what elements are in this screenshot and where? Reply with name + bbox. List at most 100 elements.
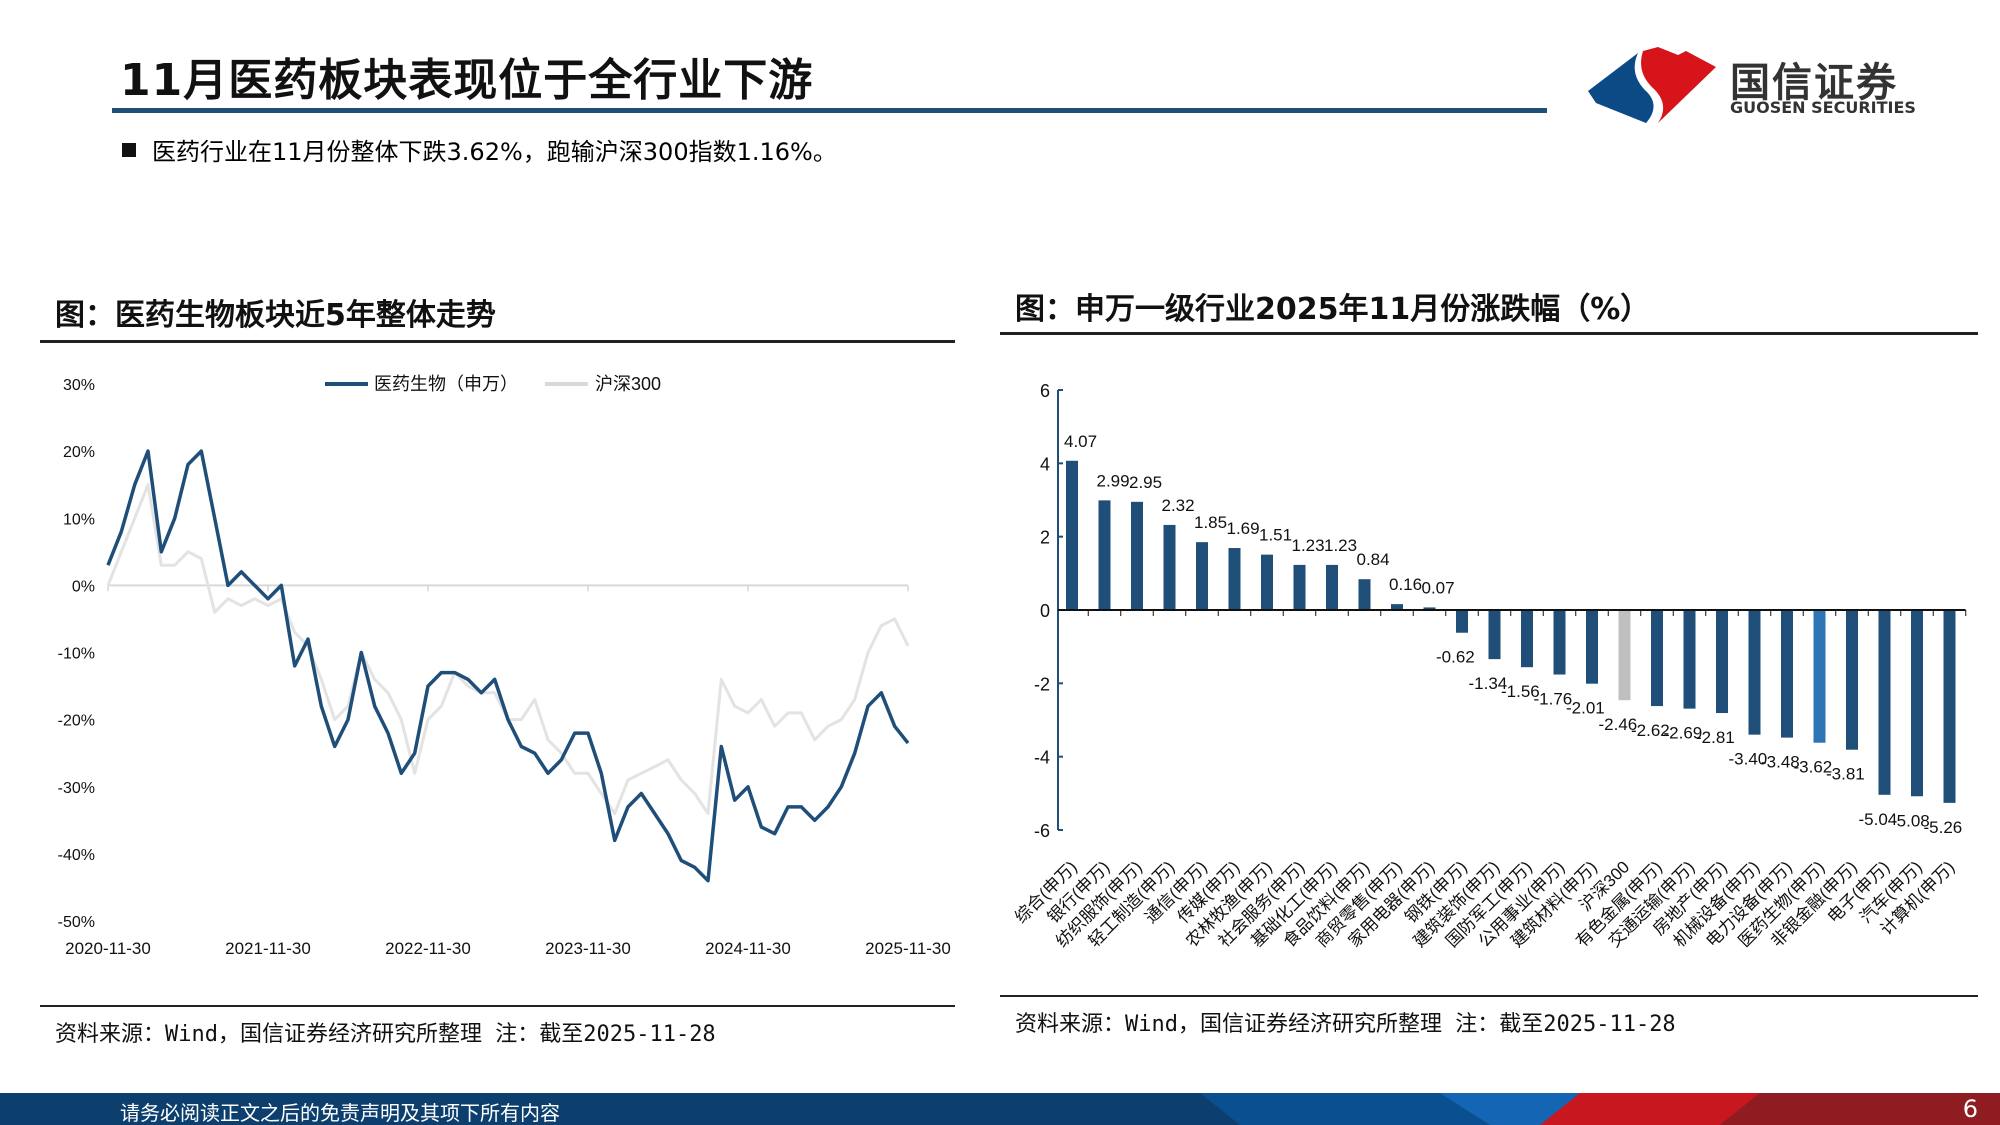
- bar: [1521, 610, 1533, 668]
- bar: [1748, 610, 1761, 735]
- bullet-square-icon: [122, 142, 136, 157]
- bar-value-label: -1.34: [1469, 674, 1508, 693]
- bar: [1943, 610, 1956, 803]
- bar: [1586, 610, 1598, 684]
- y-tick-label: -20%: [58, 713, 95, 730]
- bar: [1651, 610, 1663, 707]
- series-line-hs300: [106, 483, 910, 816]
- bar: [1683, 610, 1696, 709]
- y-tick-label: 4: [1040, 454, 1050, 474]
- slide-title: 11月医药板块表现位于全行业下游: [120, 55, 814, 106]
- bar-value-label: 1.23: [1292, 536, 1325, 555]
- bar-value-label: -3.40: [1729, 750, 1768, 769]
- x-tick-label: 2022-11-30: [385, 939, 471, 958]
- footer-decoration: [1200, 1093, 2000, 1125]
- bar: [1813, 610, 1826, 743]
- bar: [1326, 564, 1338, 610]
- bar: [1911, 610, 1923, 797]
- x-tick-label: 2021-11-30: [225, 939, 311, 958]
- bar-value-label: 2.95: [1129, 473, 1162, 492]
- bar: [1456, 610, 1468, 633]
- bar: [1781, 610, 1793, 738]
- series-line-pharma: [106, 449, 910, 883]
- y-tick-label: -10%: [58, 646, 95, 663]
- bar: [1488, 610, 1501, 660]
- bar-value-label: -3.81: [1826, 765, 1865, 784]
- title-underline: [112, 108, 1547, 113]
- bar-value-label: 4.07: [1064, 432, 1097, 451]
- bar-value-label: -5.08: [1891, 811, 1930, 830]
- bar: [1098, 500, 1111, 610]
- legend-label-hs300: 沪深300: [595, 374, 661, 394]
- bar: [1163, 524, 1176, 610]
- bar: [1878, 610, 1891, 795]
- bar-value-label: -2.46: [1599, 715, 1638, 734]
- left-source-rule: [40, 1005, 955, 1007]
- logo-mark-icon: [1588, 47, 1716, 123]
- bar-value-label: 2.32: [1162, 496, 1195, 515]
- bar-value-label: -3.62: [1794, 758, 1833, 777]
- x-tick-label: 2024-11-30: [705, 939, 791, 958]
- legend-label-pharma: 医药生物（申万）: [374, 374, 518, 394]
- left-chart-title: 图：医药生物板块近5年整体走势: [55, 298, 496, 333]
- summary-bullet: 医药行业在11月份整体下跌3.62%，跑输沪深300指数1.16%。: [122, 132, 837, 167]
- bar-value-label: -5.26: [1924, 818, 1963, 837]
- bar-chart: 6420-2-4-64.07综合(申万)2.99银行(申万)2.95纺织服饰(申…: [1011, 381, 1967, 951]
- left-source: 资料来源：Wind，国信证券经济研究所整理 注：截至2025-11-28: [55, 1022, 716, 1047]
- y-tick-label: -30%: [58, 780, 95, 797]
- y-tick-label: -4: [1034, 748, 1050, 768]
- guosen-logo: [1588, 45, 1718, 129]
- y-tick-label: 0%: [72, 578, 95, 595]
- bar: [1553, 610, 1566, 675]
- bar-value-label: 0.07: [1422, 578, 1455, 597]
- bar-value-label: -3.48: [1761, 753, 1800, 772]
- bar-value-label: -2.62: [1631, 721, 1670, 740]
- bar: [1228, 548, 1241, 610]
- footer-disclaimer: 请务必阅读正文之后的免责声明及其项下所有内容: [120, 1101, 560, 1125]
- right-chart-title: 图：申万一级行业2025年11月份涨跌幅（%）: [1015, 292, 1651, 327]
- bar-value-label: -5.04: [1859, 810, 1898, 829]
- y-tick-label: -2: [1034, 674, 1050, 694]
- right-source-rule: [1000, 995, 1978, 997]
- bar: [1196, 542, 1208, 610]
- y-tick-label: 0: [1040, 601, 1050, 621]
- bar: [1358, 579, 1371, 610]
- bar-value-label: 1.23: [1324, 536, 1357, 555]
- bar-value-label: -2.69: [1664, 724, 1703, 743]
- logo-text-en: GUOSEN SECURITIES: [1730, 98, 1916, 117]
- bullet-text: 医药行业在11月份整体下跌3.62%，跑输沪深300指数1.16%。: [152, 138, 837, 166]
- bar: [1423, 607, 1436, 610]
- bar-value-label: 0.16: [1389, 575, 1422, 594]
- y-tick-label: 2: [1040, 528, 1050, 548]
- y-tick-label: -6: [1034, 821, 1050, 841]
- y-tick-label: 10%: [63, 511, 95, 528]
- bar-value-label: 2.99: [1097, 471, 1130, 490]
- y-tick-label: 6: [1040, 381, 1050, 401]
- bar-value-label: -0.62: [1436, 648, 1475, 667]
- bar-value-label: 1.69: [1227, 519, 1260, 538]
- y-tick-label: 30%: [63, 377, 95, 394]
- line-chart: 30% 20% 10% 0% -10% -20% -30% -40% -50% 2020-11-3…: [58, 374, 951, 958]
- right-title-rule: [1000, 332, 1978, 335]
- right-source: 资料来源：Wind，国信证券经济研究所整理 注：截至2025-11-28: [1015, 1012, 1676, 1037]
- bar: [1066, 460, 1078, 610]
- y-tick-label: -50%: [58, 914, 95, 931]
- bar-value-label: -2.81: [1696, 728, 1735, 747]
- bar-value-label: 0.84: [1357, 550, 1390, 569]
- bar: [1261, 554, 1273, 610]
- bar-value-label: 1.85: [1194, 513, 1227, 532]
- bar: [1618, 610, 1631, 701]
- bar: [1391, 604, 1403, 610]
- bar: [1846, 610, 1858, 750]
- bar-value-label: -1.56: [1501, 682, 1540, 701]
- logo-text-cn: 国信证券: [1730, 60, 1898, 106]
- bar-value-label: -1.76: [1534, 690, 1573, 709]
- bar: [1293, 564, 1306, 610]
- bar: [1131, 501, 1143, 610]
- bar-value-label: -2.01: [1566, 699, 1605, 718]
- page-number: 6: [1962, 1095, 1978, 1123]
- y-tick-label: 20%: [63, 444, 95, 461]
- y-tick-label: -40%: [58, 847, 95, 864]
- bar: [1716, 610, 1728, 714]
- x-tick-label: 2020-11-30: [65, 939, 151, 958]
